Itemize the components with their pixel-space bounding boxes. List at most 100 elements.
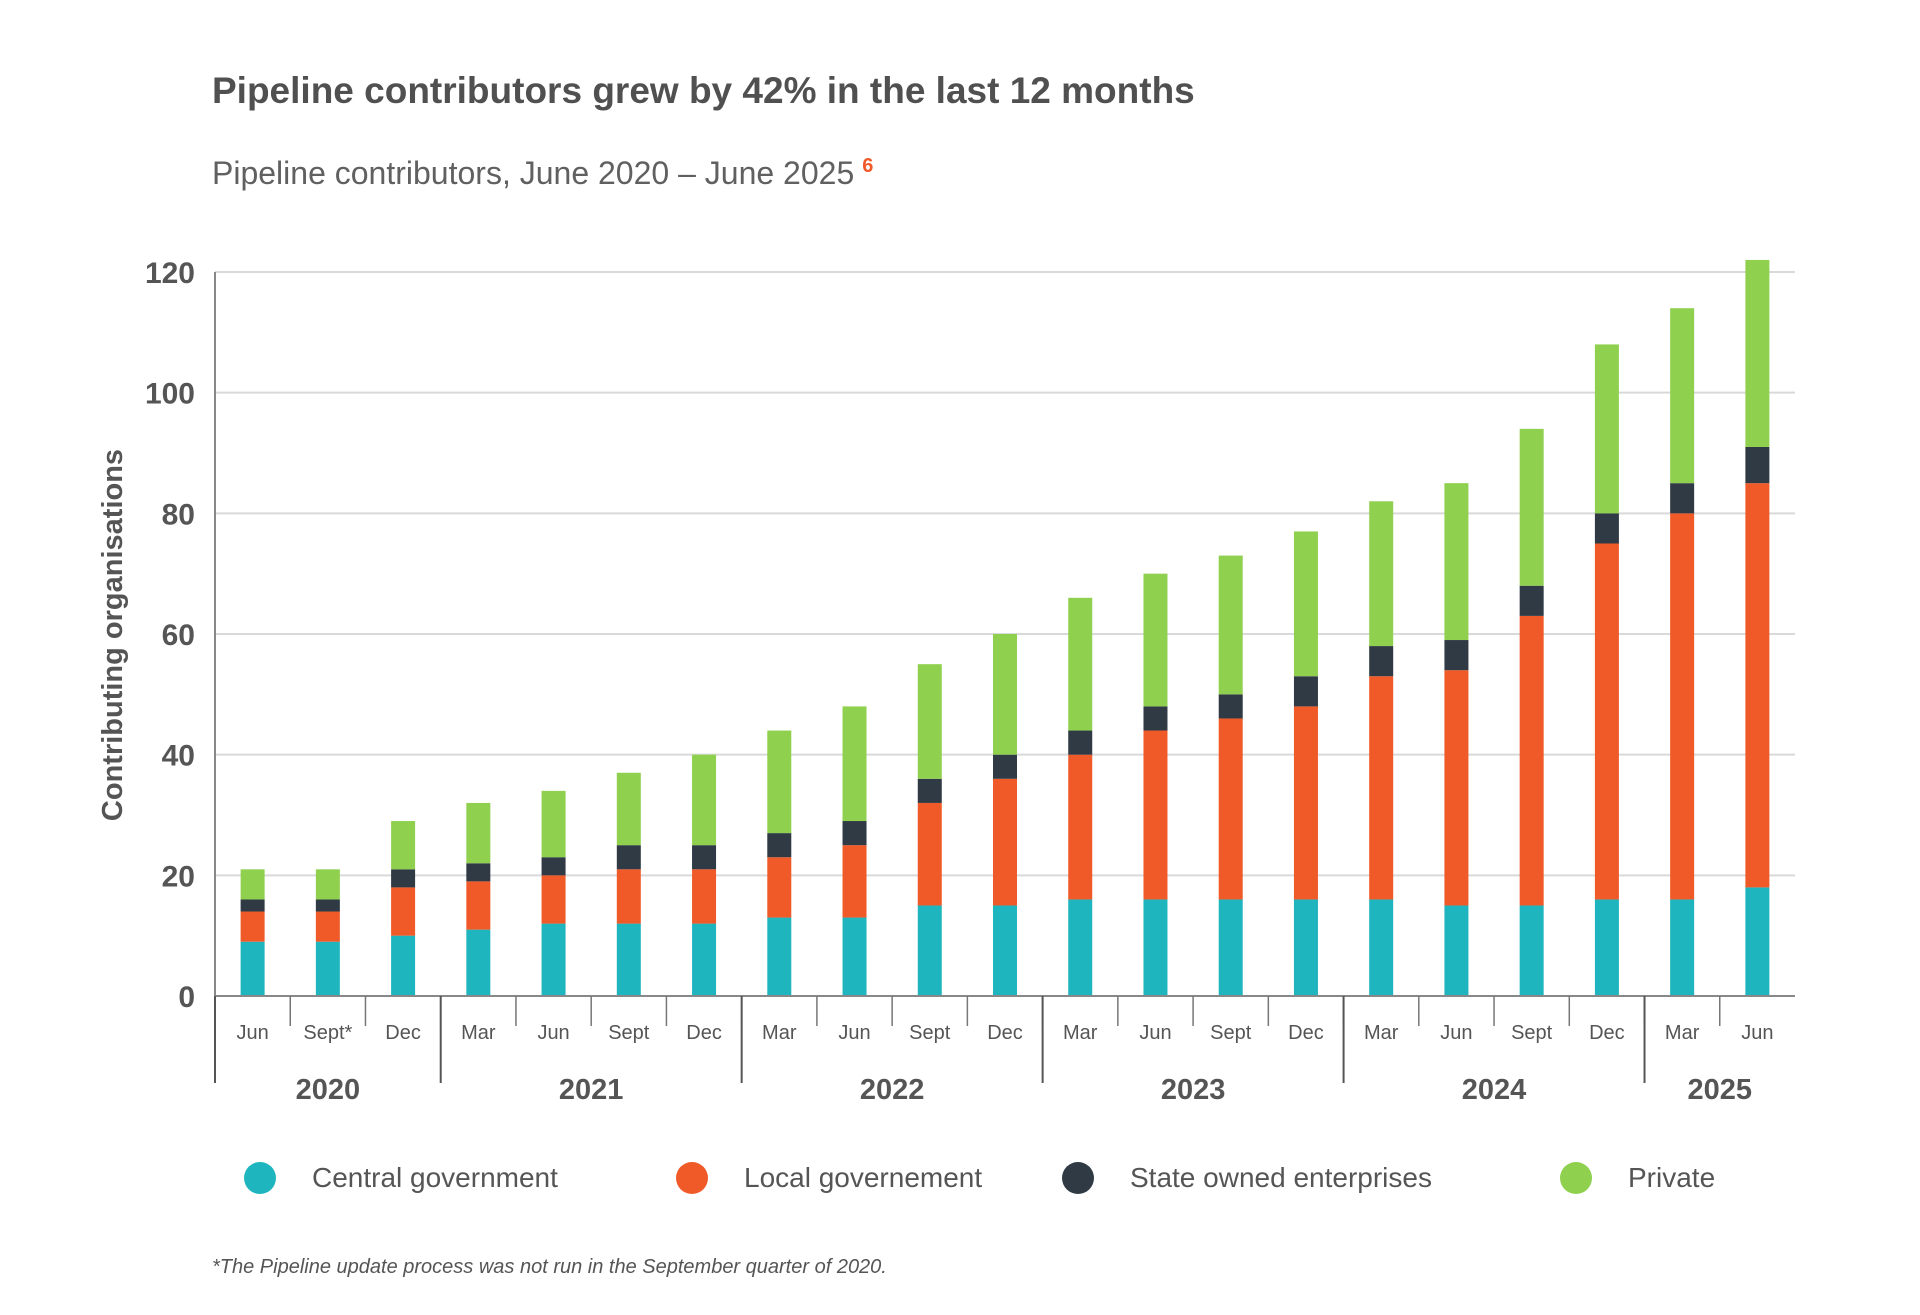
bar-segment-central-government — [541, 923, 566, 996]
bar-segment-state-owned-enterprises — [692, 845, 717, 870]
bar-segment-private — [240, 869, 265, 900]
x-tick-label: Jun — [1139, 1022, 1171, 1044]
bar-segment-central-government — [1670, 899, 1695, 996]
bar-segment-state-owned-enterprises — [391, 869, 416, 888]
y-tick-label: 40 — [162, 740, 195, 773]
bar-segment-private — [1218, 555, 1243, 695]
legend-swatch-private — [1560, 1162, 1592, 1194]
bar-segment-central-government — [1594, 899, 1619, 996]
bar-segment-central-government — [391, 935, 416, 996]
bar-segment-central-government — [1143, 899, 1168, 996]
bar-segment-local-governement — [993, 778, 1017, 906]
legend-label-central-government: Central government — [312, 1162, 558, 1193]
bar-segment-private — [466, 802, 491, 864]
x-tick-label: Dec — [686, 1022, 722, 1044]
bar-segment-central-government — [842, 917, 867, 996]
x-tick-label: Sept — [1511, 1022, 1553, 1044]
x-tick-label: Jun — [1440, 1022, 1472, 1044]
x-tick-label: Dec — [385, 1022, 421, 1044]
chart-title: Pipeline contributors grew by 42% in the… — [212, 70, 1195, 111]
x-tick-label: Mar — [1364, 1022, 1399, 1044]
year-label: 2023 — [1161, 1074, 1226, 1106]
bar-segment-private — [767, 730, 792, 834]
bar-segment-state-owned-enterprises — [1369, 646, 1394, 677]
bar-segment-state-owned-enterprises — [842, 821, 867, 846]
bar-segment-private — [917, 664, 942, 779]
x-tick-label: Mar — [461, 1022, 496, 1044]
x-tick-label: Mar — [1063, 1022, 1098, 1044]
bar-segment-state-owned-enterprises — [466, 863, 491, 882]
bar-segment-state-owned-enterprises — [1670, 483, 1695, 514]
y-tick-label: 20 — [162, 860, 195, 893]
bar-segment-local-governement — [1745, 483, 1770, 888]
bar-segment-private — [1519, 428, 1544, 586]
y-tick-label: 80 — [162, 498, 195, 531]
bar-segment-local-governement — [1369, 676, 1394, 900]
bar-segment-state-owned-enterprises — [767, 833, 792, 858]
bar-segment-private — [1745, 259, 1770, 447]
legend-swatch-state-owned-enterprises — [1062, 1162, 1094, 1194]
bar-segment-local-governement — [917, 802, 942, 906]
bar-segment-local-governement — [1670, 513, 1695, 900]
bar-segment-local-governement — [842, 845, 867, 918]
bar-segment-central-government — [767, 917, 792, 996]
bar-segment-state-owned-enterprises — [240, 899, 265, 912]
bar-segment-private — [616, 772, 641, 846]
bar-segment-central-government — [692, 923, 717, 996]
bar-segment-local-governement — [240, 911, 265, 942]
x-tick-label: Dec — [987, 1022, 1023, 1044]
y-axis-label: Contributing organisations — [97, 449, 129, 821]
bar-segment-private — [1369, 501, 1394, 647]
bar-segment-state-owned-enterprises — [917, 778, 942, 803]
bar-segment-central-government — [240, 941, 265, 996]
bar-segment-central-government — [1068, 899, 1093, 996]
bar-segment-central-government — [315, 941, 340, 996]
x-tick-label: Mar — [762, 1022, 797, 1044]
bar-segment-local-governement — [1068, 754, 1093, 900]
bar-segment-state-owned-enterprises — [1293, 676, 1318, 707]
y-tick-label: 60 — [162, 619, 195, 652]
bar-segment-central-government — [616, 923, 641, 996]
bar-segment-private — [1594, 344, 1619, 514]
bar-segment-local-governement — [315, 911, 340, 942]
bar-segment-private — [541, 790, 566, 858]
y-tick-label: 100 — [145, 378, 195, 411]
bar-segment-central-government — [1218, 899, 1243, 996]
bar-segment-state-owned-enterprises — [541, 857, 566, 876]
axes: 0 20 40 60 80 100 120 Jun Sept* Dec Mar Jun Sept Dec M… — [145, 257, 1795, 1106]
footnote-reference: 6 — [862, 155, 874, 178]
x-tick-label: Jun — [1741, 1022, 1773, 1044]
bar-segment-local-governement — [466, 881, 491, 930]
bar-segment-state-owned-enterprises — [1143, 706, 1168, 731]
x-tick-label: Sept — [1210, 1022, 1252, 1044]
year-label: 2022 — [860, 1074, 925, 1106]
bar-segment-state-owned-enterprises — [1444, 640, 1469, 671]
bar-segment-private — [1293, 531, 1318, 677]
legend-item-state-owned-enterprises: State owned enterprises — [1062, 1162, 1432, 1194]
bar-segment-local-governement — [1594, 543, 1619, 900]
y-tick-label: 120 — [145, 257, 195, 290]
stacked-bar-chart: 0 20 40 60 80 100 120 Jun Sept* Dec Mar Jun Sept Dec M… — [97, 257, 1795, 1106]
bar-segment-private — [1670, 308, 1695, 484]
bar-segment-private — [993, 634, 1017, 755]
chart-subtitle: Pipeline contributors, June 2020 – June … — [212, 155, 873, 192]
bar-segment-state-owned-enterprises — [1218, 694, 1243, 719]
x-tick-label: Sept — [608, 1022, 650, 1044]
bar-segment-state-owned-enterprises — [993, 754, 1017, 779]
subtitle-text: Pipeline contributors, June 2020 – June … — [212, 155, 855, 191]
legend-label-local-government: Local governement — [744, 1162, 983, 1193]
legend-item-central-government: Central government — [244, 1162, 558, 1194]
x-tick-label: Sept — [909, 1022, 951, 1044]
bar-segment-local-governement — [767, 857, 792, 918]
bar-segment-local-governement — [1444, 670, 1469, 906]
bar-segment-private — [391, 821, 416, 870]
y-tick-label: 0 — [178, 981, 195, 1014]
bar-segment-private — [1444, 483, 1469, 641]
year-label: 2021 — [559, 1074, 624, 1106]
bar-segment-private — [315, 869, 340, 900]
legend-label-private: Private — [1628, 1162, 1716, 1193]
year-label: 2024 — [1462, 1074, 1527, 1106]
bar-segment-private — [692, 754, 717, 846]
bar-segment-state-owned-enterprises — [1745, 446, 1770, 484]
bar-segment-central-government — [1369, 899, 1394, 996]
